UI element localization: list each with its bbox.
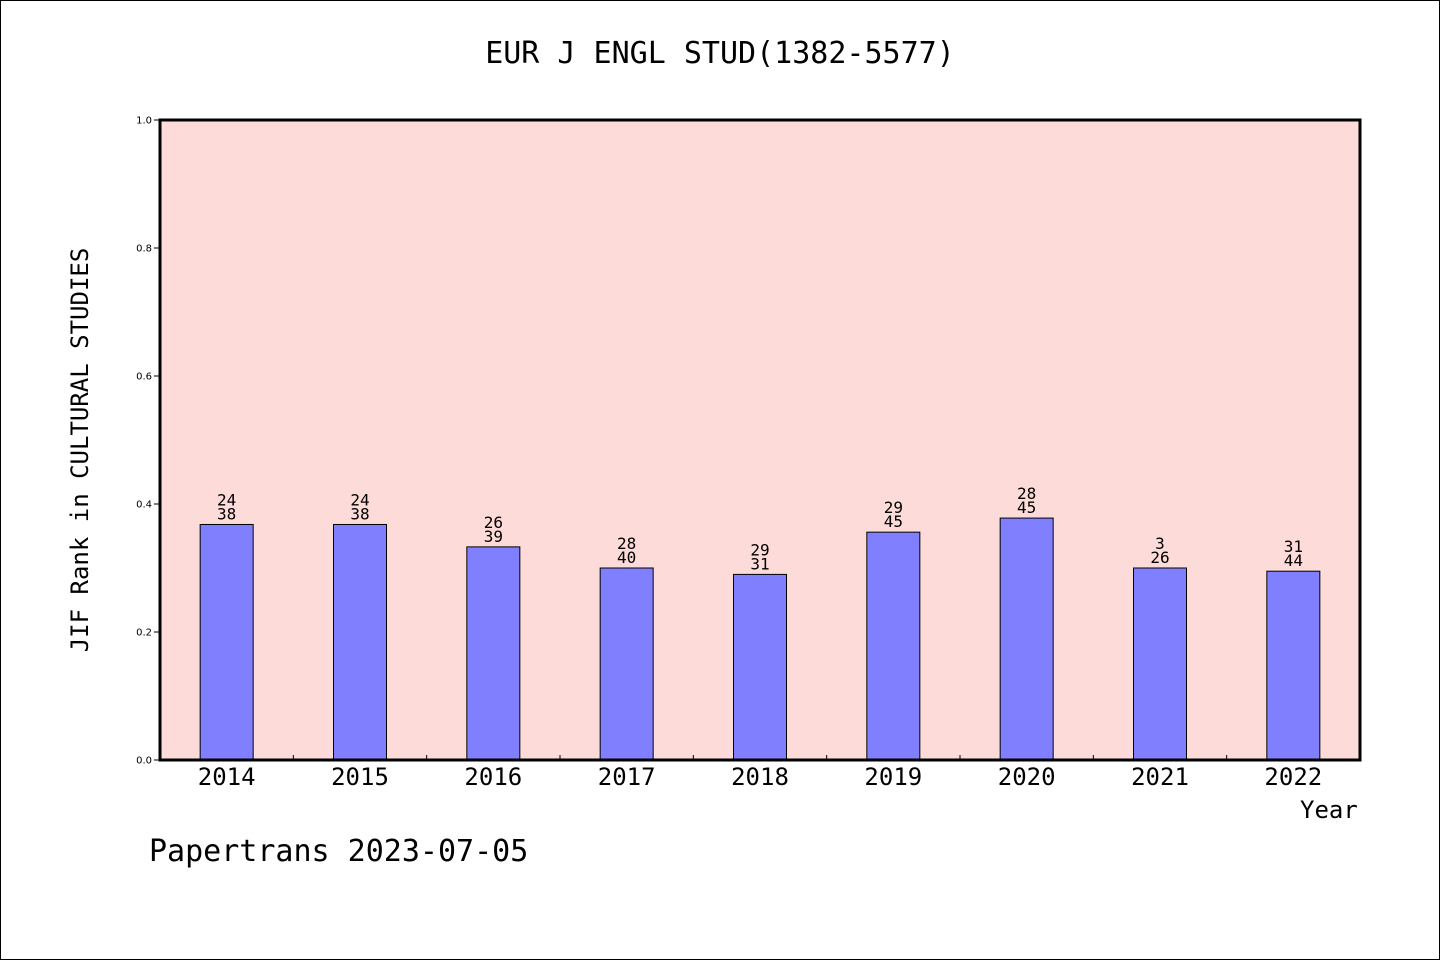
bar-2017 — [599, 567, 654, 761]
bar-2018 — [733, 573, 787, 761]
bars-group — [199, 517, 1321, 761]
x-tick-label: 2022 — [1264, 763, 1322, 791]
bar-2021 — [1133, 567, 1187, 761]
bar-label-total: 26 — [1150, 548, 1169, 567]
bar-2014 — [199, 523, 254, 761]
bar-label-total: 45 — [884, 512, 903, 531]
bar-label-total: 39 — [484, 527, 503, 546]
y-tick-label: 0.2 — [136, 628, 152, 639]
x-tick-label: 2015 — [331, 763, 389, 791]
bar-label-rank: 29 — [884, 498, 903, 517]
footer-stamp: Papertrans 2023-07-05 — [149, 834, 529, 869]
x-tick-label: 2014 — [198, 763, 256, 791]
bar-label-rank: 24 — [217, 490, 236, 509]
bar-2019 — [866, 531, 921, 761]
y-tick-label: 1.0 — [136, 116, 152, 127]
bar-label-total: 38 — [350, 504, 369, 523]
y-tick-label: 0.8 — [136, 244, 152, 255]
x-tick-label: 2019 — [864, 763, 922, 791]
bar-label-total: 44 — [1284, 551, 1303, 570]
y-tick-label: 0.6 — [136, 372, 152, 383]
bar-label-rank: 31 — [1284, 537, 1303, 556]
bar-label-rank: 28 — [617, 534, 636, 553]
x-tick-label: 2018 — [731, 763, 789, 791]
y-axis-label: JIF Rank in CULTURAL STUDIES — [66, 247, 94, 653]
bar-2015 — [333, 523, 387, 761]
x-tick-label: 2017 — [598, 763, 656, 791]
bar-label-total: 45 — [1017, 498, 1036, 517]
y-tick-label: 0.4 — [136, 500, 152, 511]
bar-2016 — [466, 546, 521, 761]
x-tick-label: 2016 — [464, 763, 522, 791]
chart-title: EUR J ENGL STUD(1382-5577) — [485, 36, 955, 71]
bar-2022 — [1266, 570, 1321, 761]
x-tick-label: 2021 — [1131, 763, 1189, 791]
bar-label-rank: 26 — [484, 513, 503, 532]
plot-border — [158, 118, 1362, 762]
bar-label-rank: 24 — [350, 490, 369, 509]
bar-label-total: 38 — [217, 504, 236, 523]
x-tick-label: 2020 — [998, 763, 1056, 791]
bar-label-rank: 28 — [1017, 484, 1036, 503]
y-axis: 0.0 0.2 0.4 0.6 0.8 1.0 — [136, 116, 160, 767]
bar-2020 — [999, 517, 1054, 761]
bar-label-rank: 3 — [1155, 534, 1165, 553]
x-axis: 2014 2015 2016 2017 2018 2019 2020 2021 2022 — [198, 755, 1322, 791]
bar-label-total: 40 — [617, 548, 636, 567]
bar-label-total: 31 — [750, 554, 769, 573]
bar-label-rank: 29 — [750, 540, 769, 559]
y-tick-label: 0.0 — [136, 756, 152, 767]
x-axis-label: Year — [1300, 796, 1358, 824]
